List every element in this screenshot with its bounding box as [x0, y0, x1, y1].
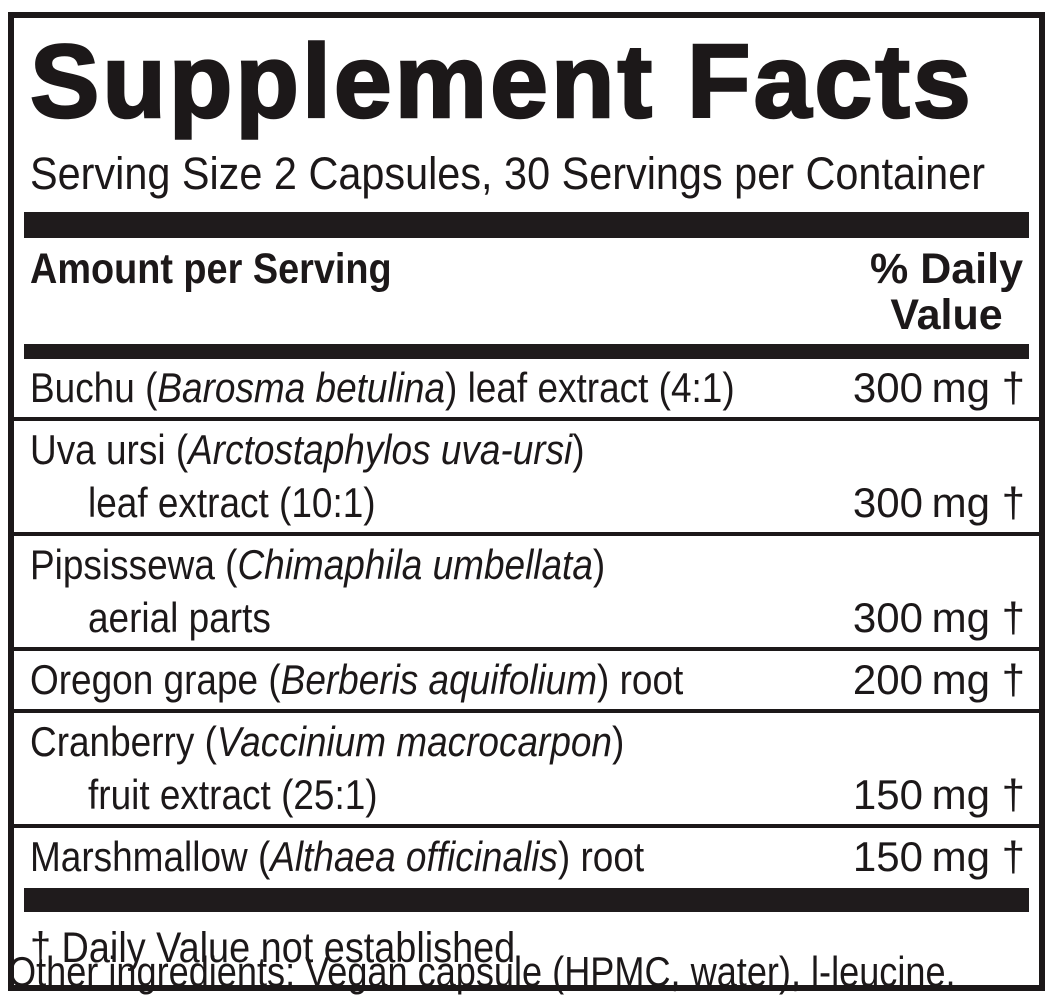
latin-name: Barosma betulina	[157, 364, 446, 411]
serving-size-text: Serving Size 2 Capsules, 30 Servings per…	[30, 148, 986, 199]
ingredient-name-text: )	[592, 541, 606, 588]
amount-group: 150 mg †	[851, 768, 1025, 821]
ingredient-name-line2: fruit extract (25:1)	[88, 771, 378, 818]
divider-thick-top	[24, 212, 1029, 238]
table-header-row: Amount per Serving % Daily Value	[14, 238, 1039, 344]
amount-value: 150	[852, 833, 923, 880]
amount-value: 300	[852, 594, 923, 641]
latin-name: Chimaphila umbellata	[237, 541, 593, 588]
ingredient-name-text: ) root	[597, 656, 684, 703]
ingredient-name-line2: leaf extract (10:1)	[88, 479, 376, 526]
other-ingredients-line: Other ingredients: Vegan capsule (HPMC, …	[8, 948, 956, 995]
latin-name: Vaccinium macrocarpon	[216, 718, 612, 765]
amount-unit: mg †	[931, 594, 1025, 641]
ingredient-row-marshmallow: Marshmallow (Althaea officinalis) root 1…	[14, 824, 1039, 886]
amount-group: 300 mg †	[851, 476, 1025, 529]
amount-value: 300	[852, 479, 923, 526]
latin-name: Althaea officinalis	[270, 833, 558, 880]
ingredient-name-text: Uva ursi (	[30, 426, 189, 473]
serving-size-line: Serving Size 2 Capsules, 30 Servings per…	[14, 134, 1039, 212]
ingredient-name: Oregon grape (Berberis aquifolium) root	[30, 653, 1023, 706]
panel-title: Supplement Facts	[29, 24, 974, 140]
ingredient-name: Buchu (Barosma betulina) leaf extract (4…	[30, 361, 1023, 414]
divider-thick-footnote	[24, 888, 1029, 912]
footnote-daily-value: † Daily Value not established	[30, 924, 516, 972]
ingredient-name-text: Cranberry (	[30, 718, 217, 765]
daily-value-header-line1: % Daily	[870, 245, 1023, 293]
amount-group: 150 mg †	[851, 830, 1025, 883]
ingredient-name-text: )	[611, 718, 625, 765]
amount-unit: mg †	[931, 364, 1025, 411]
ingredient-name-text: Marshmallow (	[30, 833, 271, 880]
amount-unit: mg †	[931, 833, 1025, 880]
ingredient-row-cranberry: Cranberry (Vaccinium macrocarpon) fruit …	[14, 709, 1039, 824]
ingredient-name: Cranberry (Vaccinium macrocarpon)	[30, 715, 1023, 768]
ingredient-row-buchu: Buchu (Barosma betulina) leaf extract (4…	[14, 359, 1039, 417]
amount-value: 200	[852, 656, 923, 703]
daily-value-header-line2: Value	[890, 291, 1003, 339]
amount-value: 300	[852, 364, 923, 411]
ingredient-name: Pipsissewa (Chimaphila umbellata)	[30, 538, 1023, 591]
amount-unit: mg †	[931, 479, 1025, 526]
column-header-daily-value: % Daily Value	[870, 246, 1023, 338]
ingredient-name-text: Pipsissewa (	[30, 541, 238, 588]
ingredient-name-text: )	[572, 426, 585, 473]
ingredient-name-text: Oregon grape (	[30, 656, 281, 703]
ingredient-row-oregon-grape: Oregon grape (Berberis aquifolium) root …	[14, 647, 1039, 709]
divider-medium-header	[24, 344, 1029, 359]
amount-group: 300 mg †	[851, 361, 1025, 414]
latin-name: Arctostaphylos uva-ursi	[188, 426, 573, 473]
supplement-facts-panel: Supplement Facts Serving Size 2 Capsules…	[8, 12, 1045, 991]
ingredient-name-text: ) leaf extract (4:1)	[445, 364, 735, 411]
ingredient-name: Marshmallow (Althaea officinalis) root	[30, 830, 1023, 883]
latin-name: Berberis aquifolium	[280, 656, 598, 703]
amount-group: 300 mg †	[851, 591, 1025, 644]
ingredient-row-pipsissewa: Pipsissewa (Chimaphila umbellata) aerial…	[14, 532, 1039, 647]
ingredient-table: Buchu (Barosma betulina) leaf extract (4…	[14, 359, 1039, 886]
column-header-amount: Amount per Serving	[30, 245, 392, 293]
ingredient-name: Uva ursi (Arctostaphylos uva-ursi)	[30, 423, 1023, 476]
amount-unit: mg †	[931, 771, 1025, 818]
ingredient-name-text: Buchu (	[30, 364, 158, 411]
amount-group: 200 mg †	[851, 653, 1025, 706]
ingredient-name-line2: aerial parts	[88, 594, 271, 641]
amount-unit: mg †	[931, 656, 1025, 703]
ingredient-row-uva-ursi: Uva ursi (Arctostaphylos uva-ursi) leaf …	[14, 417, 1039, 532]
amount-value: 150	[852, 771, 923, 818]
ingredient-name-text: ) root	[557, 833, 645, 880]
